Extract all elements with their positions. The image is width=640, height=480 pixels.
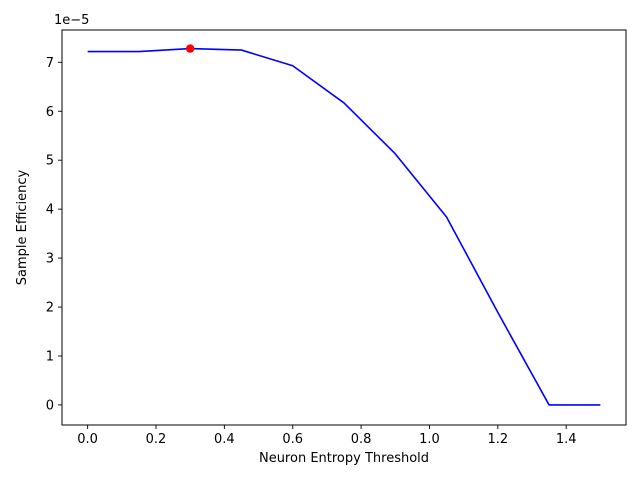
- series-line-0: [87, 47, 601, 406]
- y-tick-label: 0: [46, 398, 54, 413]
- y-tick-label: 6: [46, 105, 54, 120]
- x-tick-label: 1.4: [556, 432, 577, 447]
- y-offset-label: 1e−5: [54, 13, 89, 28]
- x-tick-label: 1.2: [487, 432, 508, 447]
- y-tick-label: 2: [46, 301, 54, 316]
- axes-frame: [61, 29, 627, 426]
- x-tick-label: 1.0: [419, 432, 440, 447]
- x-tick-label: 0.8: [351, 432, 372, 447]
- x-axis-label: Neuron Entropy Threshold: [259, 451, 429, 466]
- y-axis-label: Sample Efficiency: [15, 169, 30, 285]
- highlight-point: [185, 44, 195, 53]
- x-tick-label: 0.2: [146, 432, 167, 447]
- y-tick-label: 7: [46, 56, 54, 71]
- y-axis-ticks: 0 1 2 3 4 5 6 7: [46, 56, 62, 413]
- y-tick-label: 4: [46, 203, 54, 218]
- y-tick-label: 5: [46, 154, 54, 169]
- plot-area: [87, 44, 601, 406]
- y-tick-label: 3: [46, 252, 54, 267]
- x-axis-ticks: 0.0 0.2 0.4 0.6 0.8 1.0 1.2 1.4: [77, 425, 577, 447]
- x-tick-label: 0.6: [282, 432, 303, 447]
- x-tick-label: 0.4: [214, 432, 235, 447]
- y-tick-label: 1: [46, 349, 54, 364]
- x-tick-label: 0.0: [77, 432, 98, 447]
